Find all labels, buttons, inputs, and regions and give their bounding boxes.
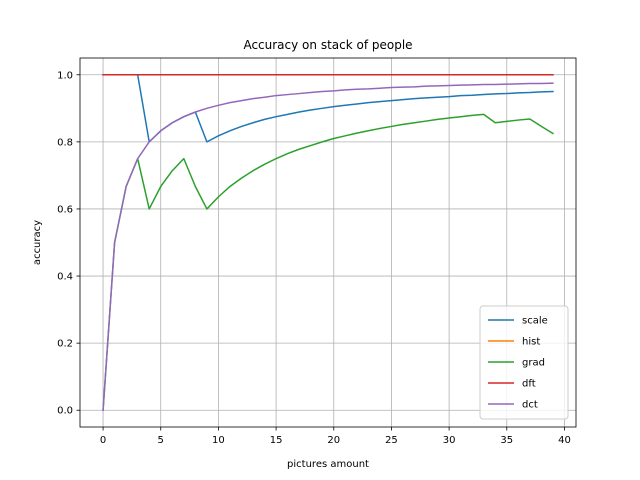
y-tick-label: 0.4 xyxy=(57,272,73,283)
x-tick-label: 25 xyxy=(385,435,398,446)
ticks-layer: 0 5 10 15 20 25 30 35 40 0.0 0.2 0.4 0.6 0.8 1.0 xyxy=(57,70,571,446)
series-line-dct xyxy=(102,82,554,412)
y-tick-label: 0.0 xyxy=(57,406,73,417)
legend-label-hist: hist xyxy=(522,337,540,348)
x-tick-label: 40 xyxy=(558,435,571,446)
legend: scale hist grad dft dct xyxy=(479,305,569,420)
x-axis-title: pictures amount xyxy=(287,459,369,470)
legend-label-scale: scale xyxy=(522,316,548,327)
legend-box xyxy=(479,305,569,420)
legend-label-dft: dft xyxy=(522,379,536,390)
x-tick-label: 35 xyxy=(500,435,513,446)
y-tick-label: 0.2 xyxy=(57,339,73,350)
plot-frame xyxy=(79,57,577,428)
x-tick-label: 0 xyxy=(100,435,106,446)
y-axis-title: accuracy xyxy=(32,220,43,265)
x-tick-label: 20 xyxy=(327,435,340,446)
y-tick-label: 1.0 xyxy=(57,70,73,81)
chart-title: Accuracy on stack of people xyxy=(243,38,412,52)
legend-label-dct: dct xyxy=(522,400,538,411)
x-tick-label: 5 xyxy=(158,435,164,446)
series-line-grad xyxy=(102,113,554,412)
x-tick-label: 15 xyxy=(270,435,283,446)
y-tick-label: 0.6 xyxy=(57,204,73,215)
series-layer xyxy=(102,74,554,412)
x-tick-label: 10 xyxy=(212,435,225,446)
y-tick-label: 0.8 xyxy=(57,137,73,148)
legend-label-grad: grad xyxy=(522,358,545,369)
x-tick-label: 30 xyxy=(443,435,456,446)
